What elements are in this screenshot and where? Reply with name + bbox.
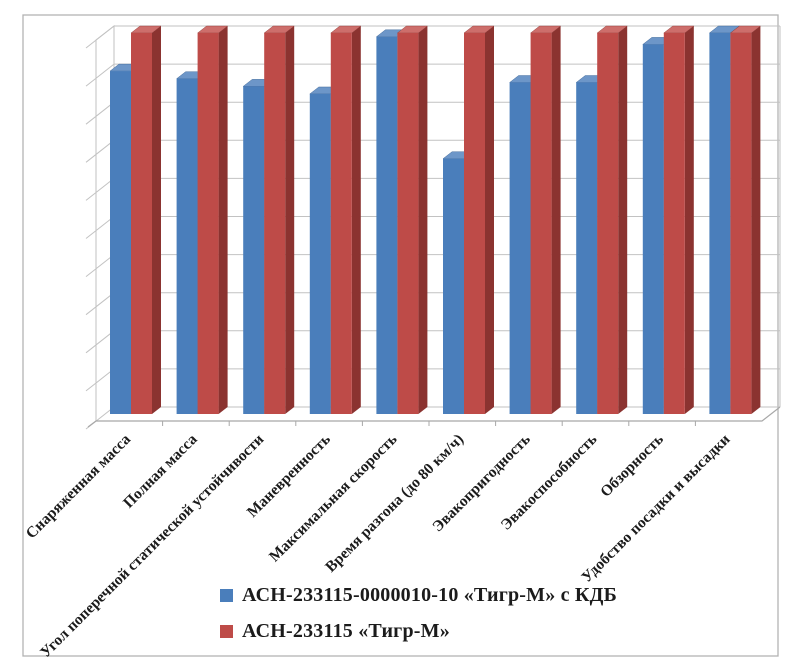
bar-s1-c2: [264, 33, 286, 414]
value-axis-tick: [85, 254, 115, 277]
bar-side-s1-c6: [551, 26, 561, 414]
legend-item-series-1: АСН-233115 «Тигр-М»: [220, 618, 617, 644]
bar-side-s1-c9: [751, 26, 761, 414]
bar-s1-c1: [197, 33, 219, 414]
value-axis-tick: [85, 330, 115, 354]
bar-side-s1-c2: [285, 26, 295, 414]
bar-s1-c9: [730, 33, 752, 414]
chart-legend: АСН-233115-0000010-10 «Тигр-М» с КДБ АСН…: [220, 582, 617, 644]
bar-s0-c5: [443, 158, 464, 414]
bar-s0-c8: [642, 44, 664, 415]
bar-side-s1-c7: [618, 26, 628, 414]
value-axis-tick: [85, 368, 115, 392]
bar-s0-c3: [309, 93, 331, 415]
value-axis-tick: [85, 139, 115, 163]
bar-s0-c6: [509, 82, 531, 414]
bar-side-s1-c5: [485, 26, 494, 414]
value-axis-tick: [85, 178, 115, 201]
legend-label: АСН-233115-0000010-10 «Тигр-М» с КДБ: [242, 583, 617, 606]
value-axis-tick: [85, 292, 115, 316]
bar-s1-c5: [464, 33, 485, 414]
bar-s1-c6: [530, 33, 552, 414]
value-axis-tick: [85, 101, 115, 125]
bar-s1-c8: [663, 33, 685, 414]
bar-s0-c4: [376, 36, 398, 415]
bar-side-s1-c3: [351, 26, 361, 414]
legend-swatch-red: [220, 624, 233, 638]
legend-label: АСН-233115 «Тигр-М»: [242, 619, 450, 642]
bar-s1-c0: [131, 33, 152, 414]
value-axis-tick: [85, 25, 115, 49]
bar-s0-c7: [576, 82, 598, 414]
bar-side-s1-c1: [218, 26, 228, 414]
value-axis-tick: [85, 63, 115, 87]
legend-item-series-0: АСН-233115-0000010-10 «Тигр-М» с КДБ: [220, 582, 617, 608]
bar-s0-c2: [243, 86, 265, 414]
bar-side-s1-c0: [152, 26, 161, 414]
bar-side-s1-c4: [418, 26, 428, 414]
bar-s1-c4: [397, 33, 419, 414]
bar-side-s1-c8: [684, 26, 694, 414]
legend-swatch-blue: [220, 588, 233, 602]
value-axis-tick: [85, 216, 115, 239]
bar-s0-c9: [709, 33, 731, 414]
bar-s0-c1: [176, 78, 198, 414]
bar-s1-c7: [597, 33, 619, 414]
bar-s0-c0: [110, 71, 131, 414]
bar-s1-c3: [330, 33, 352, 414]
